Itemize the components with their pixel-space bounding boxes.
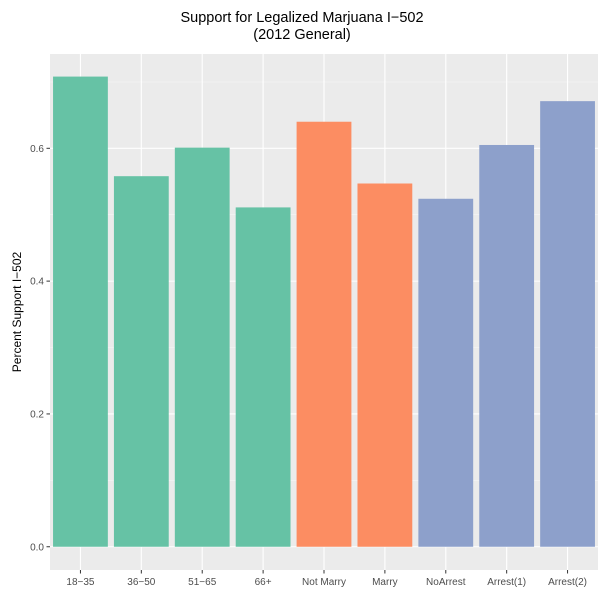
x-tick-label: Not Marry [302, 577, 346, 588]
x-tick-label: Marry [372, 577, 398, 588]
bar-4 [296, 121, 352, 547]
x-tick-label: Arrest(1) [487, 577, 526, 588]
y-tick-label: 0.6 [30, 144, 44, 155]
x-tick-label: Arrest(2) [548, 577, 587, 588]
x-tick-label: 36−50 [127, 577, 156, 588]
x-tick-label: 18−35 [66, 577, 95, 588]
bar-8 [540, 101, 595, 547]
x-tick-label: 66+ [255, 577, 272, 588]
x-tick-label: 51−65 [188, 577, 217, 588]
chart-title-line-1: Support for Legalized Marjuana I−502 [180, 10, 424, 26]
bar-0 [53, 76, 108, 547]
bar-1 [113, 176, 169, 547]
bar-2 [174, 147, 230, 547]
chart-title-line-2: (2012 General) [253, 27, 351, 43]
y-tick-label: 0.2 [30, 409, 44, 420]
bar-3 [235, 207, 291, 547]
y-axis-ticks: 0.0 0.2 0.4 0.6 [30, 144, 50, 553]
bar-5 [357, 183, 413, 547]
y-tick-label: 0.4 [30, 277, 44, 288]
x-tick-label: NoArrest [426, 577, 466, 588]
bar-6 [418, 198, 474, 547]
bars [53, 76, 595, 547]
x-axis-ticks: 18−35 36−50 51−65 66+ Not Marry Marry NoArrest… [66, 570, 587, 588]
bar-7 [479, 144, 535, 547]
y-tick-label: 0.0 [30, 542, 44, 553]
